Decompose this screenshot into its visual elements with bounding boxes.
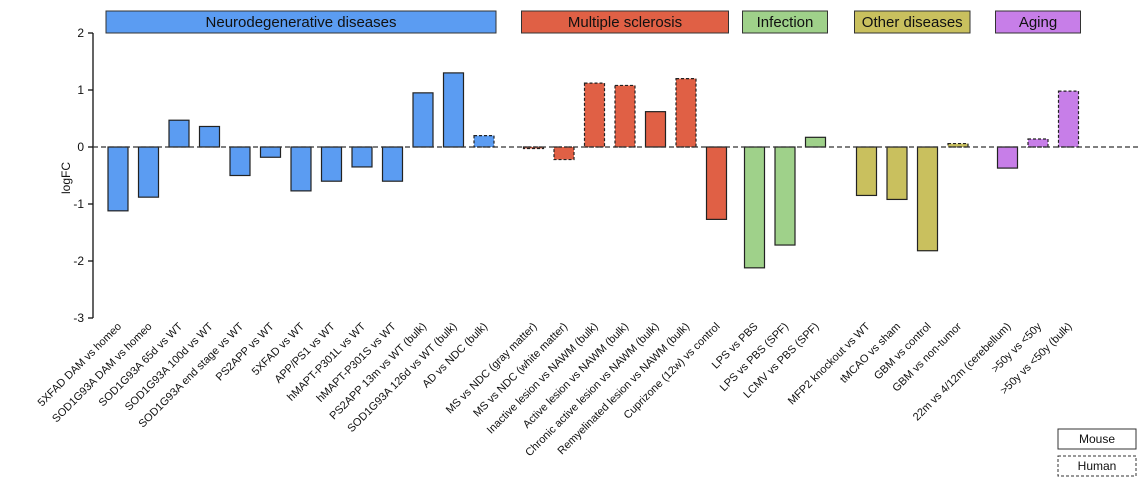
y-tick-label: 1 xyxy=(77,83,84,97)
bar xyxy=(1027,138,1049,148)
bar xyxy=(381,146,404,182)
y-tick-label: 0 xyxy=(77,140,84,154)
bar xyxy=(351,146,373,168)
bar xyxy=(229,146,251,177)
bar xyxy=(705,146,728,220)
bar xyxy=(1057,90,1080,148)
group-header-label: Aging xyxy=(1019,14,1057,31)
group-headers: Neurodegenerative diseases Multiple scler… xyxy=(105,10,1081,34)
legend-swatch xyxy=(1057,428,1137,450)
bar xyxy=(259,146,282,158)
bar xyxy=(675,77,697,148)
x-tick-label: Inactive lesion vs NAWM (bulk) xyxy=(485,321,601,437)
y-tick-label: -2 xyxy=(73,254,84,268)
group-header-box xyxy=(521,10,729,34)
bar xyxy=(412,92,434,148)
bar xyxy=(886,146,908,201)
legend-swatch xyxy=(1057,455,1137,477)
bar xyxy=(320,146,343,182)
bar xyxy=(290,146,312,192)
group-header-box xyxy=(854,10,971,34)
group-header-label: Other diseases xyxy=(862,14,963,31)
bar xyxy=(107,146,129,212)
bar xyxy=(855,146,878,197)
bars xyxy=(107,72,1080,269)
bar xyxy=(442,72,465,148)
legend-label: Human xyxy=(1078,459,1117,473)
bar xyxy=(774,146,796,246)
bar xyxy=(583,82,606,148)
legend: Mouse Human xyxy=(1057,428,1137,477)
bar xyxy=(947,142,969,148)
y-tick-label: 2 xyxy=(77,26,84,40)
bar xyxy=(916,146,939,252)
bar xyxy=(168,119,190,148)
group-header-label: Infection xyxy=(757,14,814,31)
y-tick-label: -1 xyxy=(73,197,84,211)
group-header-box xyxy=(742,10,828,34)
group-header-box xyxy=(995,10,1081,34)
bar xyxy=(996,146,1019,169)
bar xyxy=(198,125,221,148)
bar xyxy=(743,146,766,269)
group-header-label: Multiple sclerosis xyxy=(568,14,682,31)
group-header-label: Neurodegenerative diseases xyxy=(206,14,397,31)
y-axis-title: logFC xyxy=(59,162,73,194)
group-header-box xyxy=(105,10,497,34)
bar xyxy=(644,111,667,148)
y-tick-label: -3 xyxy=(73,311,84,325)
bar xyxy=(553,146,575,161)
legend-label: Mouse xyxy=(1079,432,1115,446)
bar xyxy=(614,84,636,148)
y-axis: 2 1 0 -1 -2 -3 xyxy=(73,26,94,325)
bar xyxy=(473,135,495,148)
bar xyxy=(804,136,827,148)
bar xyxy=(137,146,160,198)
